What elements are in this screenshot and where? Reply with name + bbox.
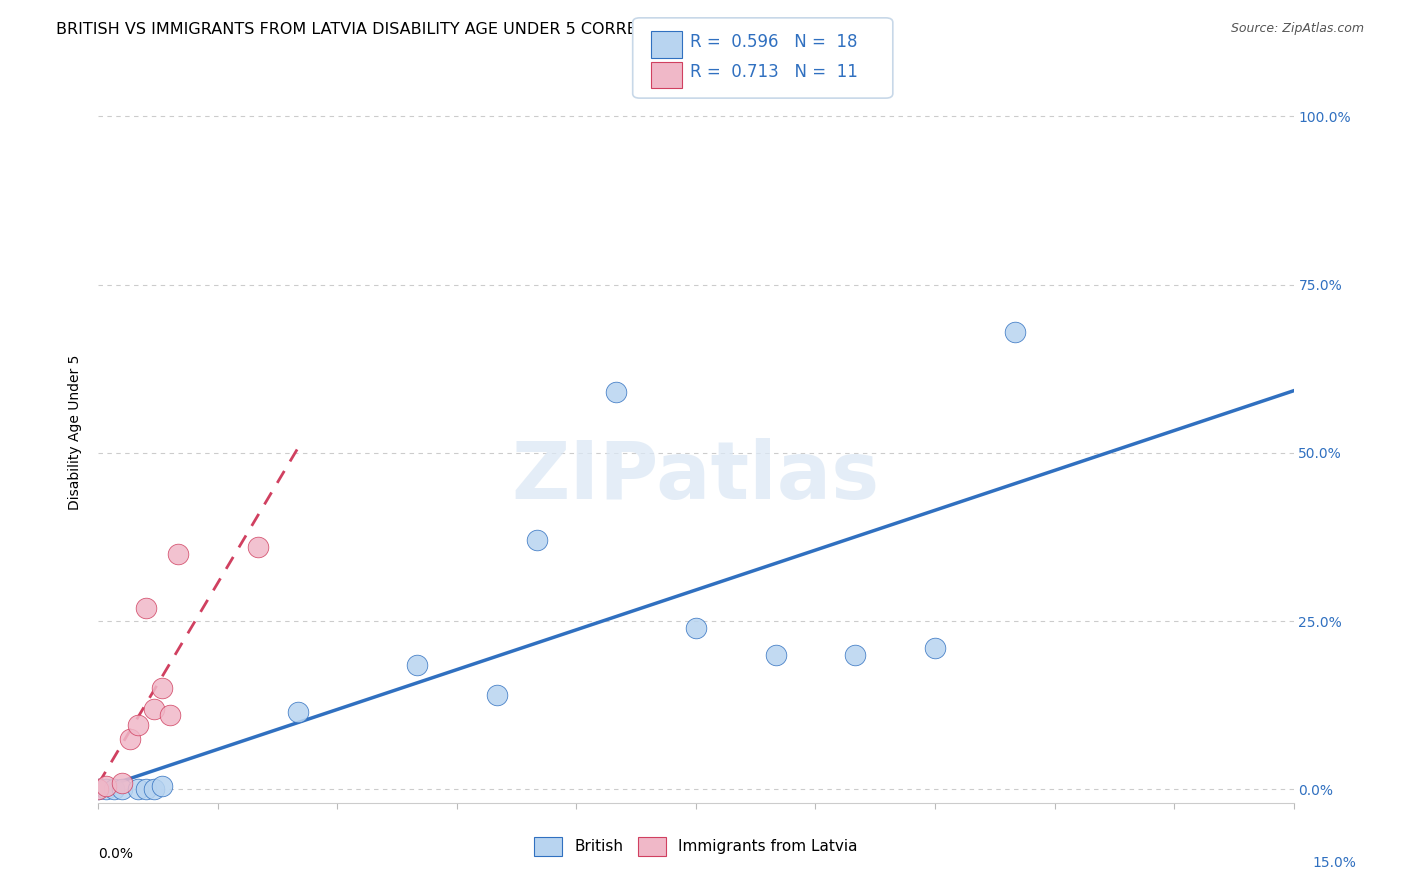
Point — [87, 782, 110, 797]
Text: BRITISH VS IMMIGRANTS FROM LATVIA DISABILITY AGE UNDER 5 CORRELATION CHART: BRITISH VS IMMIGRANTS FROM LATVIA DISABI… — [56, 22, 755, 37]
Text: 0.0%: 0.0% — [98, 847, 134, 861]
Point — [1004, 325, 1026, 339]
Point — [406, 657, 429, 672]
Point — [605, 385, 627, 400]
Legend: British, Immigrants from Latvia: British, Immigrants from Latvia — [529, 831, 863, 862]
Point — [143, 701, 166, 715]
Text: 15.0%: 15.0% — [1313, 856, 1357, 871]
Point — [924, 640, 946, 655]
Point — [111, 782, 134, 797]
Point — [87, 782, 110, 797]
Point — [159, 708, 181, 723]
Text: R =  0.596   N =  18: R = 0.596 N = 18 — [690, 33, 858, 51]
Point — [765, 648, 787, 662]
Point — [120, 731, 142, 746]
Point — [167, 547, 190, 561]
Point — [685, 621, 707, 635]
Point — [287, 705, 309, 719]
Point — [844, 648, 866, 662]
Text: Source: ZipAtlas.com: Source: ZipAtlas.com — [1230, 22, 1364, 36]
Text: R =  0.713   N =  11: R = 0.713 N = 11 — [690, 63, 858, 81]
Point — [111, 775, 134, 789]
Text: ZIPatlas: ZIPatlas — [512, 438, 880, 516]
Point — [150, 681, 173, 696]
Point — [246, 540, 269, 554]
Point — [96, 782, 118, 797]
Point — [135, 782, 157, 797]
Point — [96, 779, 118, 793]
Point — [150, 779, 173, 793]
Point — [127, 782, 149, 797]
Point — [127, 718, 149, 732]
Y-axis label: Disability Age Under 5: Disability Age Under 5 — [69, 355, 83, 510]
Point — [135, 600, 157, 615]
Point — [103, 782, 125, 797]
Point — [485, 688, 508, 702]
Point — [143, 782, 166, 797]
Point — [526, 533, 548, 548]
